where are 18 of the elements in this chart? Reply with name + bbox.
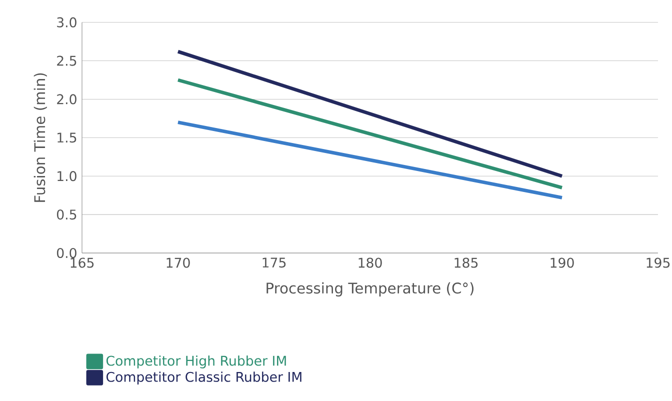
x-tick-label: 185 (454, 258, 478, 268)
x-tick-label: 195 (646, 258, 670, 268)
y-tick-label: 0.5 (56, 210, 76, 220)
x-tick-label: 180 (358, 258, 382, 268)
y-tick-label: 3.0 (57, 17, 76, 28)
y-tick-label: 0.0 (56, 248, 76, 258)
y-axis-title: Fusion Time (min) (34, 73, 47, 202)
x-axis-title: Processing Temperature (C°) (266, 282, 474, 296)
y-tick-label: 1.0 (58, 171, 76, 182)
y-tick-label: 1.5 (58, 132, 76, 143)
x-tick-label: 165 (70, 258, 94, 268)
x-tick-label: 175 (262, 258, 286, 268)
legend-label: Competitor Classic Rubber IM (106, 372, 302, 385)
y-tick-label: 2.0 (57, 94, 76, 104)
y-tick-label: 2.5 (57, 56, 76, 66)
x-tick-label: 190 (550, 258, 574, 268)
legend-label: Competitor High Rubber IM (106, 355, 286, 368)
x-tick-label: 170 (166, 258, 190, 268)
